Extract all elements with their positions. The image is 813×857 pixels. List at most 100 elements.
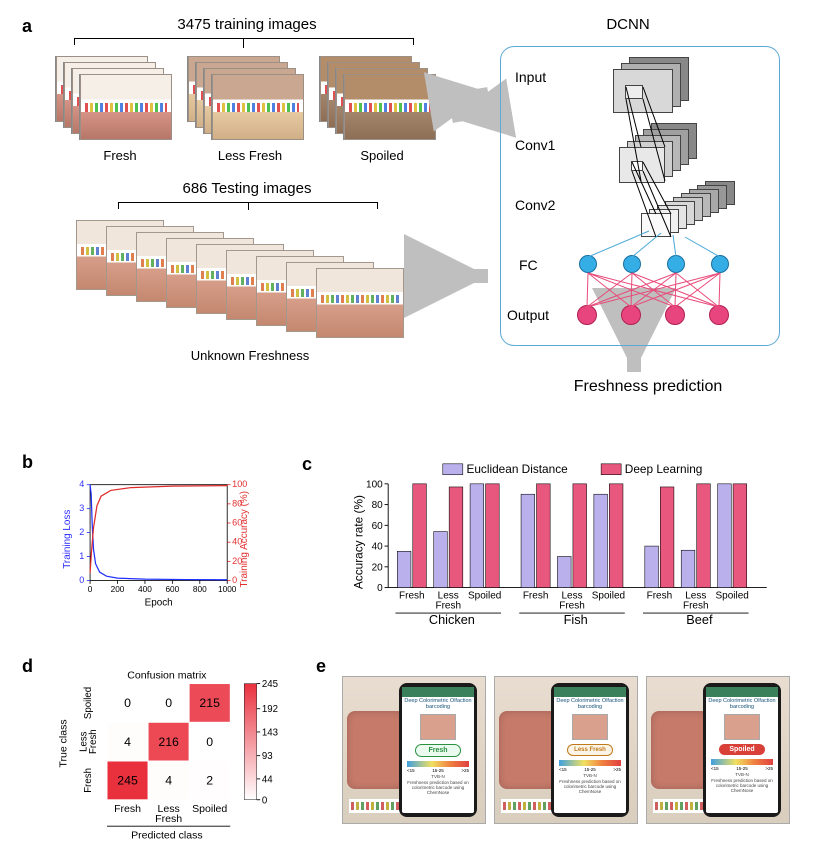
- svg-text:Fresh: Fresh: [114, 803, 141, 815]
- chart-d-xlabel: Predicted class: [131, 829, 203, 841]
- chart-b-training-curves: 01234 020406080100 02004006008001000 Tra…: [62, 471, 252, 619]
- svg-text:0: 0: [124, 696, 131, 710]
- result-spoiled: Spoiled: [719, 744, 765, 755]
- fc-node: [579, 255, 597, 273]
- svg-text:0: 0: [79, 575, 84, 585]
- svg-text:400: 400: [138, 585, 152, 594]
- training-label-lessfresh: Less Fresh: [200, 148, 300, 163]
- svg-text:600: 600: [165, 585, 179, 594]
- svg-text:215: 215: [199, 696, 220, 710]
- panel-b-label: b: [22, 452, 33, 473]
- footer-text: Freshness prediction based on colorimetr…: [402, 780, 474, 795]
- svg-text:Fish: Fish: [564, 612, 588, 627]
- svg-text:44: 44: [262, 774, 273, 785]
- conv1-patch: [631, 161, 643, 171]
- phone-demo-lessfresh: Deep Colorimetric Olfaction barcoding Le…: [494, 676, 638, 824]
- svg-text:200: 200: [111, 585, 125, 594]
- svg-text:80: 80: [372, 500, 384, 511]
- svg-text:93: 93: [262, 751, 273, 762]
- svg-text:Chicken: Chicken: [429, 612, 475, 627]
- svg-text:1000: 1000: [218, 585, 237, 594]
- dcnn-layer-input: Input: [515, 69, 546, 85]
- panel-d-label: d: [22, 656, 33, 677]
- output-node: [621, 305, 641, 325]
- chart-b-yright-label: Training Accuracy (%): [239, 491, 250, 588]
- svg-text:1: 1: [79, 551, 84, 561]
- training-label-fresh: Fresh: [70, 148, 170, 163]
- svg-text:0: 0: [165, 696, 172, 710]
- phone-demo-fresh: Deep Colorimetric Olfaction barcoding Fr…: [342, 676, 486, 824]
- svg-text:Fresh: Fresh: [155, 813, 182, 825]
- phone-demo-spoiled: Deep Colorimetric Olfaction barcoding Sp…: [646, 676, 790, 824]
- dcnn-layer-fc: FC: [519, 257, 538, 273]
- svg-text:2: 2: [206, 774, 213, 788]
- tvbn-label: TVB-N: [402, 774, 474, 779]
- svg-text:Fresh: Fresh: [559, 601, 585, 612]
- svg-text:40: 40: [372, 542, 384, 553]
- svg-text:Spoiled: Spoiled: [715, 591, 748, 602]
- output-node: [665, 305, 685, 325]
- svg-text:Spoiled: Spoiled: [468, 591, 501, 602]
- svg-text:Fresh: Fresh: [523, 591, 549, 602]
- fc-node: [623, 255, 641, 273]
- svg-text:192: 192: [262, 704, 278, 715]
- training-brace: [74, 38, 414, 46]
- chart-b-yleft-label: Training Loss: [62, 510, 73, 569]
- dcnn-layer-conv1: Conv1: [515, 137, 555, 153]
- conv2-plane: [641, 213, 671, 237]
- svg-text:Fresh: Fresh: [435, 601, 461, 612]
- svg-text:Fresh: Fresh: [399, 591, 425, 602]
- svg-text:800: 800: [193, 585, 207, 594]
- testing-title: 686 Testing images: [132, 180, 362, 197]
- brace-stem: [243, 38, 244, 48]
- panel-e-phone-demos: Deep Colorimetric Olfaction barcoding Fr…: [342, 676, 796, 836]
- svg-text:4: 4: [165, 774, 172, 788]
- svg-text:Spoiled: Spoiled: [83, 687, 94, 719]
- svg-text:0: 0: [232, 575, 237, 585]
- svg-text:Fresh: Fresh: [88, 729, 99, 754]
- svg-text:Spoiled: Spoiled: [192, 803, 227, 815]
- training-label-spoiled: Spoiled: [332, 148, 432, 163]
- app-title: Deep Colorimetric Olfaction barcoding: [402, 697, 474, 712]
- svg-text:20: 20: [372, 562, 384, 573]
- svg-text:Fresh: Fresh: [683, 601, 709, 612]
- testing-brace-stem: [248, 202, 249, 210]
- svg-text:Beef: Beef: [686, 612, 713, 627]
- svg-text:0: 0: [377, 583, 383, 594]
- panel-c-label: c: [302, 454, 312, 475]
- svg-text:Fresh: Fresh: [83, 768, 94, 793]
- svg-text:60: 60: [372, 521, 384, 532]
- output-node: [577, 305, 597, 325]
- chart-d-title: Confusion matrix: [127, 669, 207, 681]
- svg-text:Fresh: Fresh: [647, 591, 673, 602]
- svg-text:3: 3: [79, 503, 84, 513]
- svg-text:143: 143: [262, 727, 278, 738]
- svg-text:2: 2: [79, 527, 84, 537]
- svg-text:100: 100: [366, 479, 383, 490]
- svg-text:4: 4: [124, 735, 131, 749]
- fc-node: [711, 255, 729, 273]
- dcnn-box: Input Conv1 Conv2 FC Output: [500, 46, 780, 346]
- panel-a-label: a: [22, 16, 32, 37]
- svg-text:245: 245: [117, 774, 138, 788]
- result-fresh: Fresh: [415, 744, 461, 757]
- svg-text:216: 216: [158, 735, 179, 749]
- input-plane: [613, 69, 673, 113]
- legend-ed: Euclidean Distance: [466, 462, 568, 476]
- svg-text:0: 0: [262, 795, 267, 806]
- svg-text:Spoiled: Spoiled: [592, 591, 625, 602]
- chart-d-ylabel: True class: [58, 719, 70, 767]
- training-title: 3475 training images: [122, 16, 372, 33]
- input-patch: [625, 85, 643, 99]
- chart-c-ylabel: Accuracy rate (%): [352, 495, 366, 589]
- dcnn-layer-output: Output: [507, 307, 549, 323]
- chart-d-confusion-matrix: Confusion matrix 0 0 215 4 216 0 245 4 2 Spoiled…: [56, 666, 320, 842]
- svg-text:100: 100: [232, 479, 247, 489]
- chart-b-xlabel: Epoch: [145, 597, 173, 608]
- chart-c-accuracy-bars: Euclidean Distance Deep Learning 0 20 40 60…: [338, 462, 786, 644]
- fc-node: [667, 255, 685, 273]
- testing-label: Unknown Freshness: [160, 348, 340, 363]
- legend-dl: Deep Learning: [625, 462, 703, 476]
- result-lessfresh: Less Fresh: [567, 744, 613, 757]
- freshness-prediction-label: Freshness prediction: [548, 378, 748, 396]
